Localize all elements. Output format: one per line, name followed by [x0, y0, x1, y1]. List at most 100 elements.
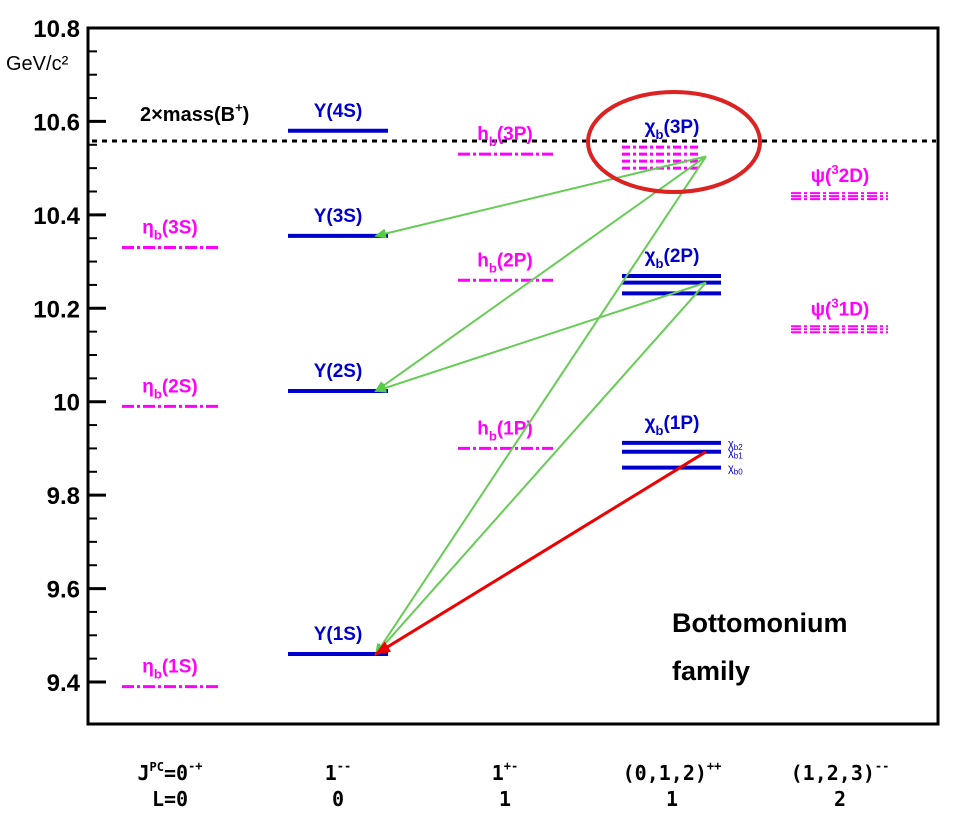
chi-b-sublabel-sub: b0	[734, 468, 743, 477]
y-tick-label: 9.4	[47, 670, 81, 697]
level-label: χb(1P)	[645, 413, 700, 438]
level-label-rest: (3P)	[664, 117, 700, 138]
chi-b-3p-highlight-circle	[586, 90, 762, 194]
transition-arrow-radiative	[374, 155, 707, 239]
y-tick-label: 9.8	[47, 483, 80, 510]
chi-b-sublabel: χb1	[728, 447, 743, 461]
level-label: Υ(1S)	[314, 624, 363, 645]
chart-annotation-line1: Bottomonium	[672, 608, 847, 638]
level-label-rest: (2P)	[664, 246, 700, 267]
y-tick-label: 10.4	[33, 203, 80, 230]
level-label: ψ(31D)	[811, 295, 870, 320]
level-label-main: h	[477, 124, 489, 145]
level-label-main: χ	[645, 246, 656, 267]
level-label: Υ(3S)	[314, 206, 363, 227]
chi-b-sublabel: χb2	[728, 438, 743, 452]
column-jpc-text: =0	[164, 761, 188, 785]
level-label-rest: (2P)	[497, 250, 533, 271]
level-label-rest: (2S)	[162, 376, 198, 397]
level-label-main: Υ	[314, 206, 327, 227]
level-label: ηb(3S)	[142, 218, 197, 243]
level-label-main: Υ	[314, 361, 327, 382]
column-l-label: 2	[834, 787, 846, 811]
column-jpc-label: JPC=0-+	[137, 759, 202, 785]
level-label-rest: (1P)	[497, 418, 533, 439]
level-label-rest: 2D)	[839, 166, 870, 187]
level-label-rest: (2S)	[326, 361, 362, 382]
transition-arrow-radiative	[374, 155, 707, 393]
transition-arrows	[374, 155, 707, 656]
threshold-label-text: 2×mass(B	[140, 104, 235, 126]
level-label-sub: b	[154, 386, 162, 401]
column-jpc-label: (0,1,2)++	[623, 759, 722, 785]
column-jpc-text: 1	[492, 761, 504, 785]
column-jpc-label: 1+-	[492, 759, 519, 785]
y-tick-label: 9.6	[47, 577, 80, 604]
threshold-label-sup: +	[235, 100, 243, 115]
energy-level-labels: ηb(3S)ηb(2S)ηb(1S)Υ(4S)Υ(3S)Υ(2S)Υ(1S)hb…	[142, 101, 869, 682]
level-label-main: χ	[645, 413, 656, 434]
level-label-sub: b	[154, 667, 162, 682]
level-label-sub: b	[656, 423, 664, 438]
level-label-main: χ	[645, 117, 656, 138]
y-axis-label-text: GeV/c²	[6, 53, 69, 75]
level-label: ηb(1S)	[142, 657, 197, 682]
level-label-main: η	[142, 218, 154, 239]
column-jpc-sup2: --	[337, 759, 351, 773]
level-label: χb(2P)	[645, 246, 700, 271]
chi-b-sublabel-main: χ	[728, 463, 734, 475]
level-label: ψ(32D)	[811, 162, 870, 187]
level-label-rest: 1D)	[839, 299, 870, 320]
chi-b-sublabel-sub: b1	[734, 452, 743, 461]
column-jpc-text: (1,2,3)	[791, 761, 875, 785]
column-l-label: 0	[332, 787, 344, 811]
column-jpc-sup2: --	[875, 759, 889, 773]
column-labels: JPC=0-+L=01--01+-1(0,1,2)++1(1,2,3)--2	[137, 759, 889, 811]
column-jpc-sup2: ++	[707, 759, 721, 773]
y-tick-label: 10.8	[33, 16, 80, 43]
column-jpc-sup2: +-	[504, 759, 518, 773]
level-label-sub: b	[154, 228, 162, 243]
chi-b-sublabel-main: χ	[728, 447, 734, 459]
level-label-sub: b	[656, 256, 664, 271]
plot-frame	[86, 26, 940, 726]
level-label-main: η	[142, 376, 154, 397]
level-label-sub: b	[656, 127, 664, 142]
level-label-main: h	[477, 250, 489, 271]
column-jpc-label: 1--	[325, 759, 352, 785]
y-axis-label: GeV/c²	[6, 53, 69, 75]
column-jpc-sup: PC	[150, 760, 164, 774]
transition-arrow-hadronic	[374, 450, 707, 656]
level-label-sup: 3	[831, 162, 838, 177]
level-label-main: Υ	[314, 101, 327, 122]
energy-levels	[122, 128, 888, 689]
column-jpc-label: (1,2,3)--	[791, 759, 890, 785]
level-label-main: η	[142, 657, 154, 678]
level-label-rest: (3P)	[497, 124, 533, 145]
column-jpc-text: 1	[325, 761, 337, 785]
chi-b-sublabel: χb0	[728, 463, 743, 477]
transition-arrow-radiative	[374, 281, 707, 656]
level-label-rest: (3S)	[326, 206, 362, 227]
column-jpc-text: (0,1,2)	[623, 761, 707, 785]
chi-b-sublabel-main: χ	[728, 438, 734, 450]
level-label-main: ψ(	[811, 166, 832, 187]
chi-b-sublabel-sub: b2	[734, 443, 743, 452]
level-label: ηb(2S)	[142, 376, 197, 401]
level-label-rest: (1S)	[162, 657, 198, 678]
column-l-label: L=0	[152, 787, 188, 811]
level-label: hb(1P)	[477, 418, 532, 443]
level-label-sub: b	[489, 134, 497, 149]
level-label-rest: (4S)	[326, 101, 362, 122]
level-label: Υ(4S)	[314, 101, 363, 122]
level-label: hb(2P)	[477, 250, 532, 275]
level-label-sup: 3	[831, 295, 838, 310]
level-label: χb(3P)	[645, 117, 700, 142]
column-jpc-sup2: -+	[188, 759, 202, 773]
level-label: hb(3P)	[477, 124, 532, 149]
level-label-main: ψ(	[811, 299, 832, 320]
threshold-label: 2×mass(B+)	[140, 100, 249, 126]
y-tick-label: 10.2	[33, 296, 80, 323]
